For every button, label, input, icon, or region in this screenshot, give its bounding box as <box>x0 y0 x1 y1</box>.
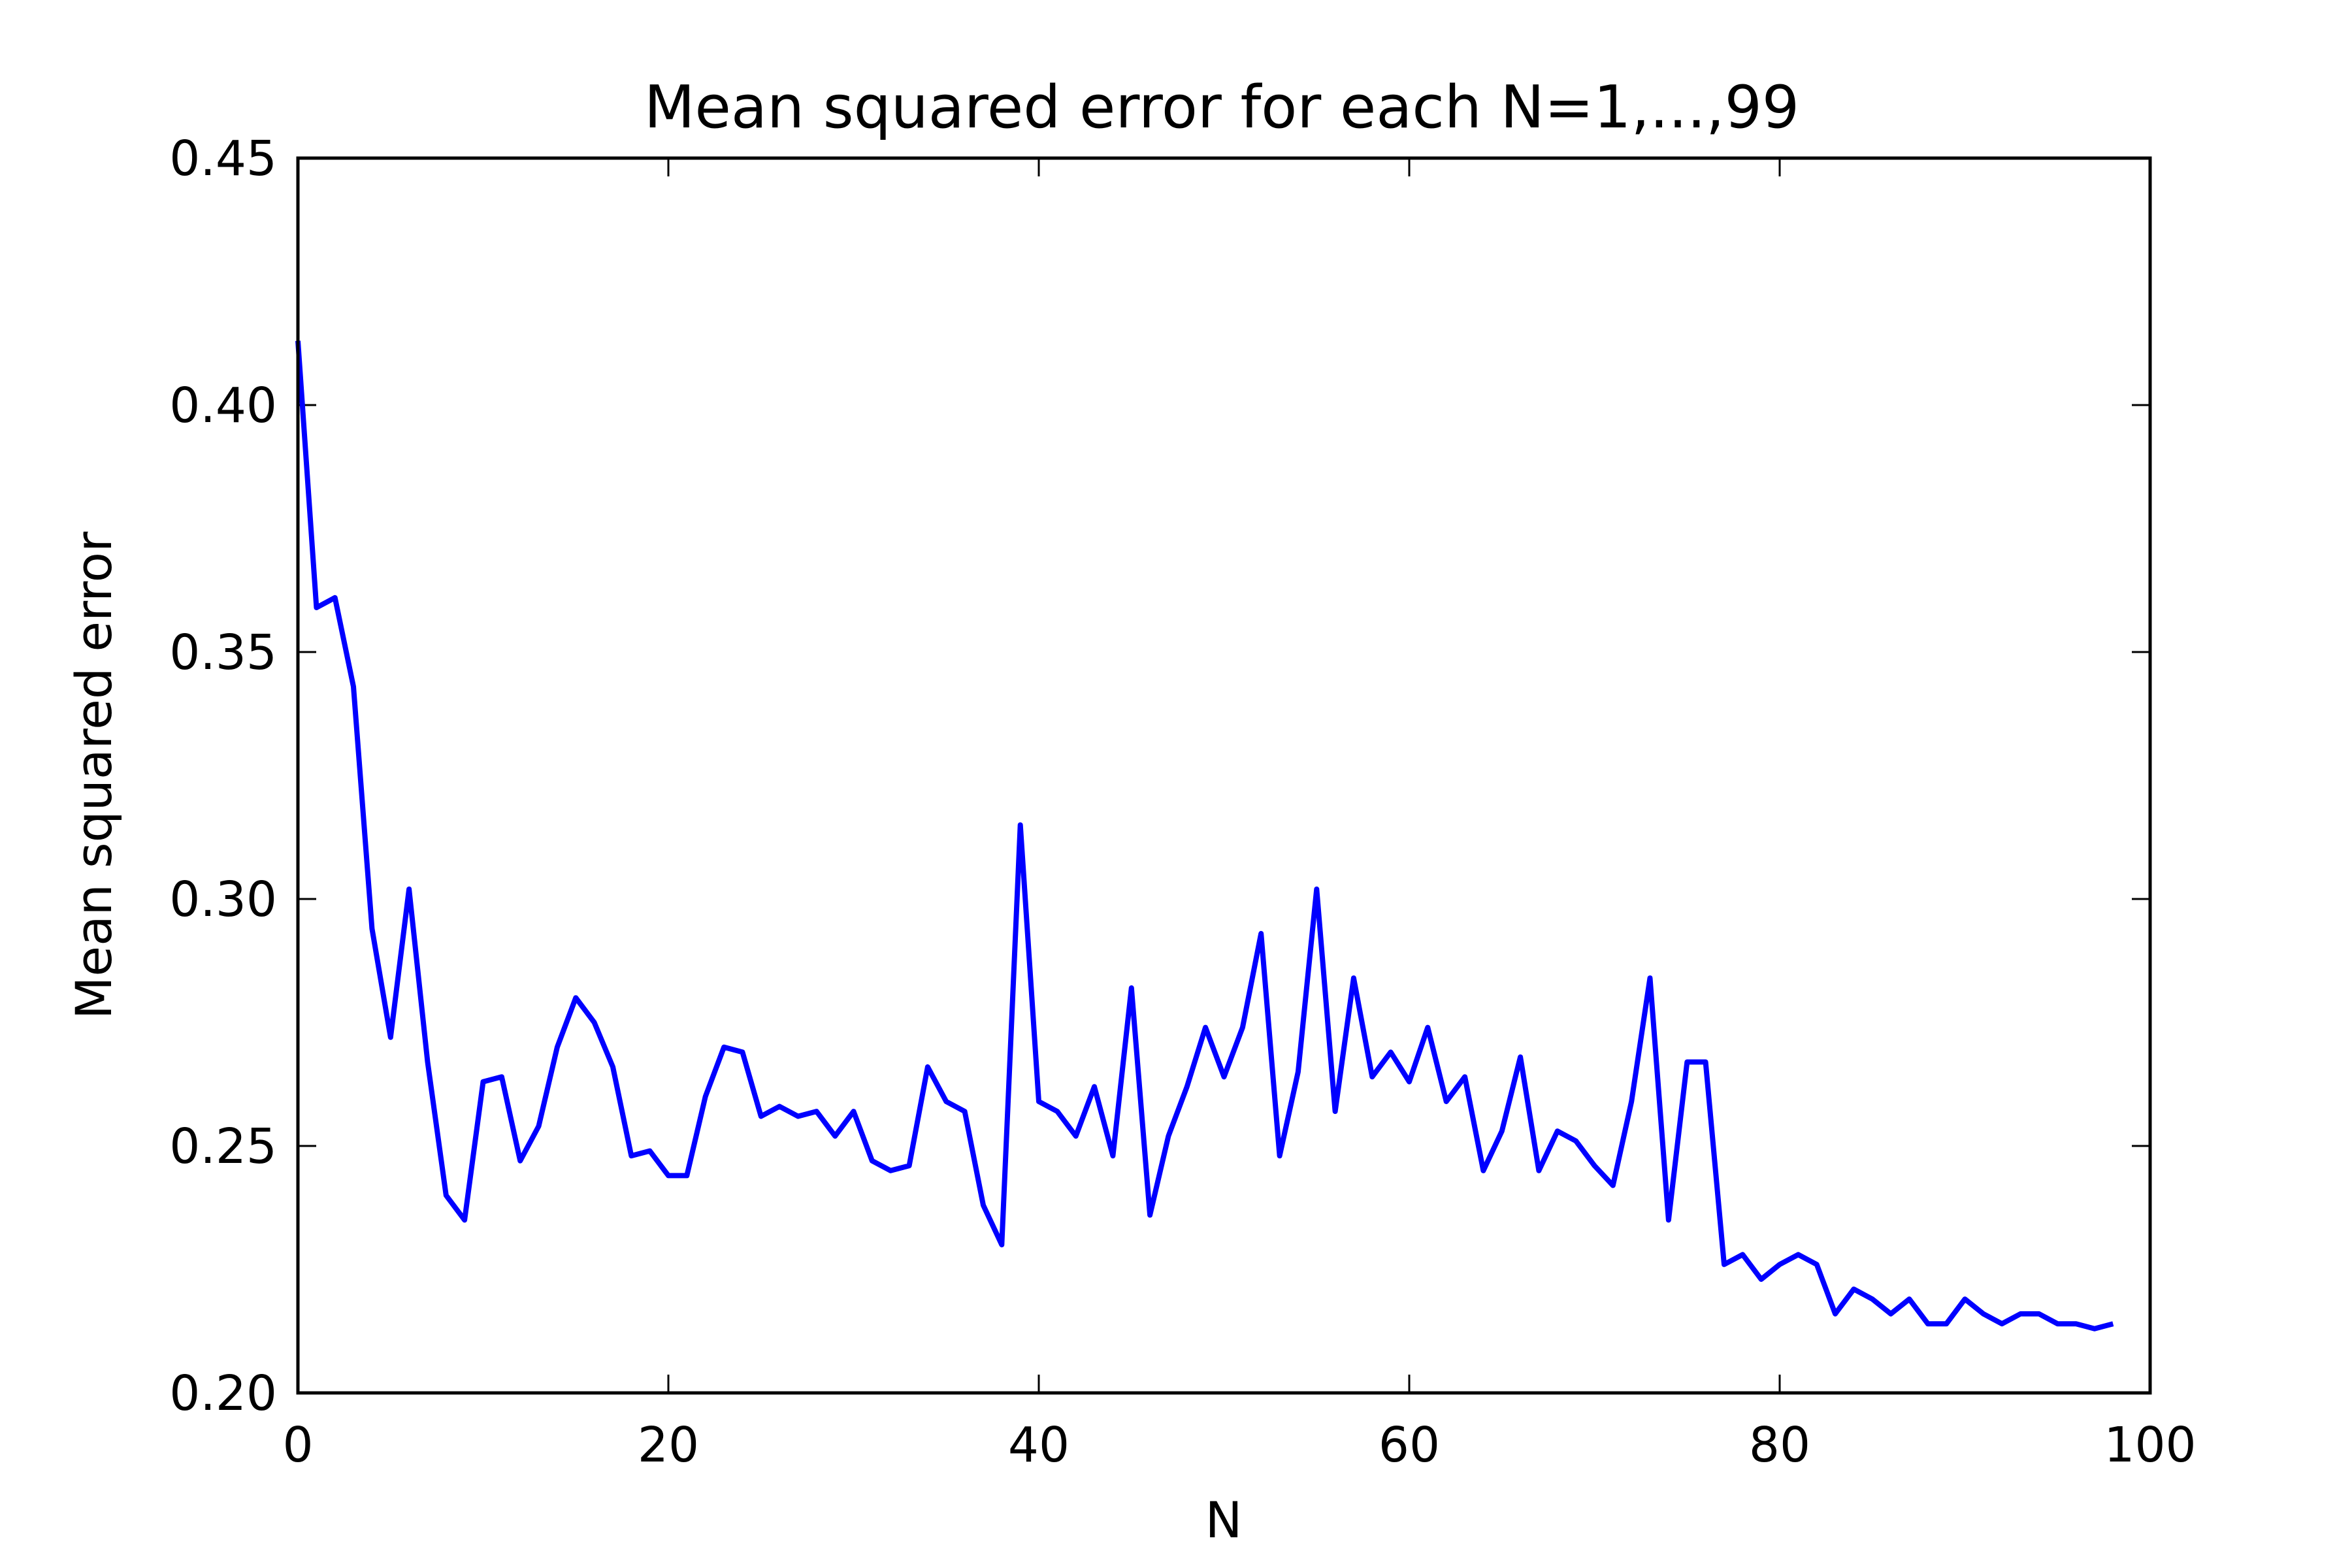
y-axis-ticks: 0.20 0.25 0.30 0.35 0.40 0.45 <box>169 131 2150 1422</box>
x-tick-label: 20 <box>638 1417 699 1473</box>
x-tick-label: 80 <box>1749 1417 1810 1473</box>
x-tick-label: 0 <box>282 1417 313 1473</box>
y-tick-label: 0.20 <box>169 1365 277 1422</box>
x-axis-label: N <box>1205 1491 1243 1549</box>
plot-frame <box>296 156 2152 1395</box>
y-tick-label: 0.45 <box>169 131 277 187</box>
series-line <box>295 340 2114 1331</box>
y-axis-label: Mean squared error <box>65 531 123 1019</box>
y-tick-label: 0.40 <box>169 378 277 434</box>
x-tick-label: 40 <box>1008 1417 1070 1473</box>
series-group <box>295 340 2114 1331</box>
x-tick-label: 100 <box>2104 1417 2196 1473</box>
y-tick-label: 0.25 <box>169 1119 277 1175</box>
y-tick-label: 0.35 <box>169 625 277 681</box>
x-axis-ticks: 0 20 40 60 80 100 <box>282 158 2197 1473</box>
chart-title: Mean squared error for each N=1,...,99 <box>644 73 1799 142</box>
y-tick-label: 0.30 <box>169 872 277 928</box>
x-tick-label: 60 <box>1379 1417 1440 1473</box>
